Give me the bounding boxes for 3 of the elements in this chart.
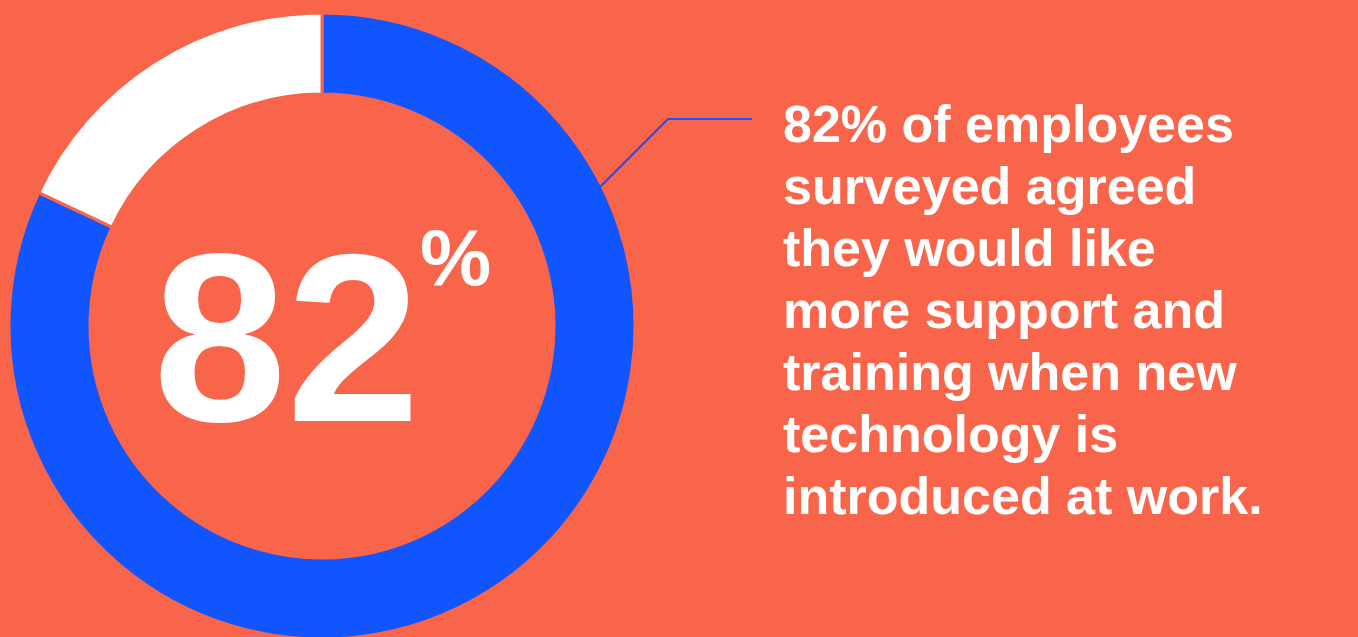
donut-slice — [7, 11, 637, 637]
text: 82% of employees surveyed agreed they would like more support and training when new technology is introduced at work. — [783, 95, 1263, 525]
text: 82$^{%}$ — [152, 204, 492, 472]
